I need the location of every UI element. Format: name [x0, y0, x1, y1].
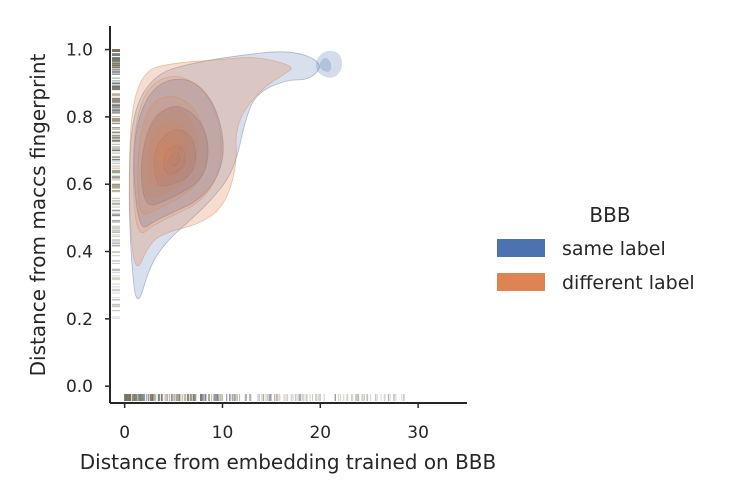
x-ticks: 0 10 20 30	[119, 403, 429, 443]
y-tick-label: 0.8	[66, 108, 93, 128]
y-tick-label: 0.6	[66, 175, 93, 195]
legend-label-same-label: same label	[562, 238, 666, 260]
kde-level-same-label-2	[133, 78, 224, 228]
x-tick-label: 10	[212, 423, 234, 443]
y-ticks: 0.0 0.2 0.4 0.6 0.8 1.0	[66, 41, 110, 397]
kde-level-same-label-6	[168, 152, 181, 167]
y-tick-label: 1.0	[66, 41, 93, 61]
kde-blob-same-label-2	[319, 58, 332, 72]
rug-marks	[112, 49, 405, 401]
kde-level-different-label-3	[137, 96, 207, 215]
x-tick-label: 30	[407, 423, 429, 443]
rug-x	[124, 394, 405, 401]
kde-level-different-label-2	[132, 76, 222, 233]
kde-level-different-label-4	[142, 107, 198, 199]
kde-blob-same-label-1	[315, 50, 342, 78]
kde-level-different-label-7	[157, 141, 178, 168]
x-tick-label: 0	[119, 423, 130, 443]
y-tick-label: 0.0	[66, 377, 93, 397]
y-tick-label: 0.4	[66, 243, 93, 263]
kde-contours	[128, 50, 342, 300]
kde-same-label	[128, 50, 342, 300]
kde-level-same-label-3	[140, 106, 209, 206]
legend-swatch-different-label	[497, 273, 545, 291]
axes	[109, 26, 467, 404]
rug-y	[112, 49, 120, 319]
kde-level-same-label-4	[153, 129, 197, 187]
kde-different-label	[128, 57, 292, 267]
kde-level-same-label-1	[128, 51, 320, 300]
kde-level-different-label-5	[146, 121, 192, 187]
x-axis-label: Distance from embedding trained on BBB	[80, 450, 497, 474]
legend-title: BBB	[589, 203, 630, 227]
kde-level-same-label-5	[163, 144, 186, 175]
legend-label-different-label: different label	[562, 272, 695, 294]
legend-swatch-same-label	[497, 239, 545, 257]
kde-level-different-label-8	[160, 146, 172, 161]
y-tick-label: 0.2	[66, 310, 93, 330]
y-axis-label: Distance from maccs fingerprint	[26, 53, 50, 376]
kde-level-different-label-1	[128, 57, 292, 267]
legend: BBB same label different label	[497, 203, 695, 294]
kde-level-different-label-6	[152, 131, 184, 177]
x-tick-label: 20	[309, 423, 331, 443]
